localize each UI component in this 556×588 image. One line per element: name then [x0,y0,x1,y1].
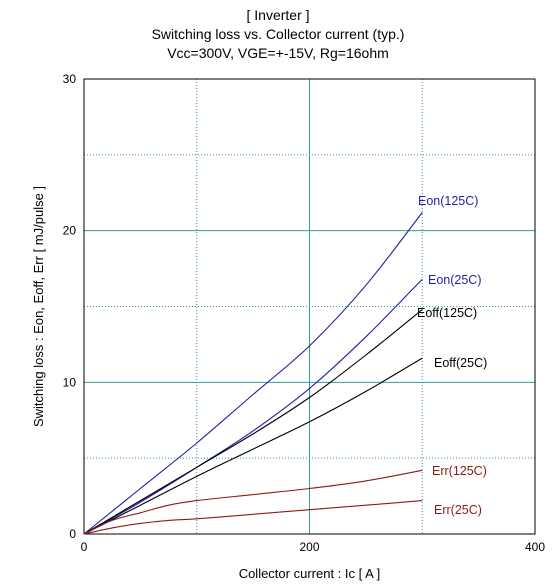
x-tick-label: 400 [525,540,545,554]
series-label: Err(25C) [434,503,482,517]
y-tick-label: 0 [69,527,76,541]
series-label: Eoff(25C) [434,356,487,370]
chart-conditions: Vcc=300V, VGE=+-15V, Rg=16ohm [167,45,389,61]
series-label: Eon(25C) [428,273,482,287]
y-axis-label: Switching loss : Eon, Eoff, Err [ mJ/pul… [30,185,46,428]
x-axis-label: Collector current : Ic [ A ] [238,566,381,581]
y-tick-label: 10 [63,375,77,389]
series-label: Eon(125C) [418,194,478,208]
series-label: Eoff(125C) [417,306,477,320]
series-line [83,278,423,535]
series-line [83,500,423,535]
series-line [83,212,423,535]
series-line [83,469,423,535]
x-tick-label: 0 [81,540,88,554]
chart-title: [ Inverter ] [246,7,310,23]
series-label: Err(125C) [432,464,487,478]
plot-frame [83,78,536,535]
y-tick-label: 20 [63,224,77,238]
series-line [83,357,423,535]
y-tick-label: 30 [63,72,77,86]
series-line [83,309,423,535]
chart-subtitle: Switching loss vs. Collector current (ty… [151,26,405,42]
x-tick-label: 200 [299,540,319,554]
